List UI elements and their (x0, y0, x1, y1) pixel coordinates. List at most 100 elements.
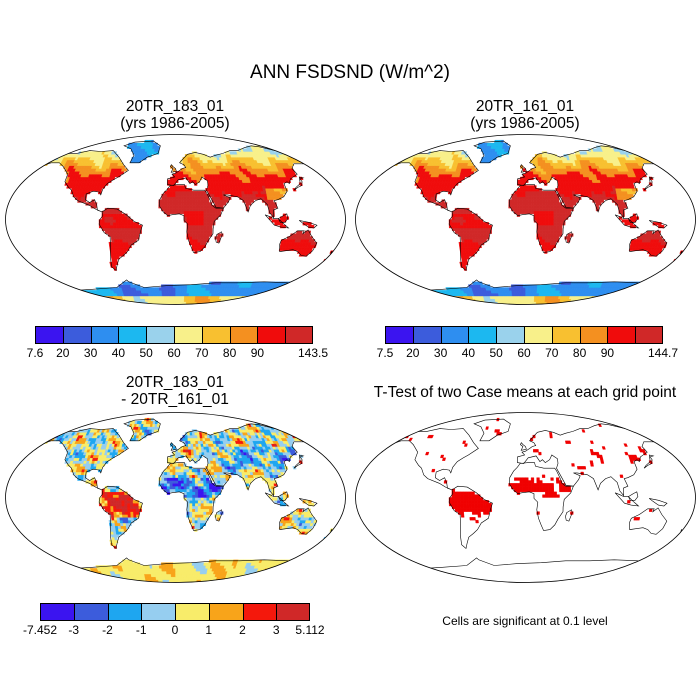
grid-cell (521, 301, 524, 305)
grid-cell (485, 233, 490, 237)
grid-cell (520, 292, 524, 297)
grid-cell (550, 239, 554, 243)
grid-cell (177, 301, 180, 305)
grid-cell (569, 190, 573, 195)
grid-cell (178, 202, 182, 206)
grid-cell (288, 295, 294, 300)
grid-cell (635, 284, 641, 288)
grid-cell (170, 298, 174, 302)
grid-cell (656, 233, 661, 237)
grid-cell (556, 233, 560, 237)
grid-cell (542, 230, 546, 234)
grid-cell (211, 207, 216, 212)
grid-cell (516, 199, 521, 203)
grid-cell (444, 298, 449, 302)
grid-cell (225, 196, 229, 200)
grid-cell (625, 292, 631, 297)
grid-cell (462, 264, 467, 268)
grid-cell (547, 199, 551, 203)
grid-cell (616, 295, 622, 300)
grid-cell (169, 202, 173, 206)
grid-cell (535, 173, 539, 178)
grid-cell (413, 298, 419, 302)
grid-cell (584, 301, 588, 305)
grid-cell (271, 298, 277, 302)
grid-cell (197, 199, 201, 203)
grid-cell (48, 292, 54, 297)
grid-cell (279, 292, 285, 297)
grid-cell (547, 196, 551, 200)
grid-cell (535, 159, 539, 164)
grid-cell (48, 298, 54, 302)
grid-cell (54, 292, 61, 297)
grid-cell (417, 301, 423, 305)
grid-cell (214, 213, 219, 217)
grid-cell (293, 298, 299, 302)
grid-cell (294, 154, 300, 158)
grid-cell (471, 219, 475, 223)
grid-cell (604, 298, 609, 302)
grid-cell (195, 207, 199, 212)
grid-cell (648, 156, 654, 161)
grid-cell (304, 295, 310, 300)
grid-cell (539, 222, 543, 226)
grid-cell (542, 224, 546, 229)
grid-cell (48, 151, 54, 155)
grid-cell (43, 290, 49, 294)
grid-cell (478, 301, 482, 305)
grid-cell (104, 210, 108, 215)
grid-cell (214, 207, 219, 212)
grid-cell (51, 151, 57, 155)
grid-cell (191, 239, 196, 243)
grid-cell (288, 290, 294, 294)
grid-cell (548, 173, 553, 178)
grid-cell (115, 301, 120, 305)
grid-cell (206, 205, 210, 209)
grid-cell (520, 284, 524, 288)
grid-cell (433, 298, 438, 302)
grid-cell (550, 213, 555, 217)
grid-cell (533, 193, 537, 198)
grid-cell (269, 301, 275, 305)
grid-cell (308, 151, 315, 155)
grid-cell (275, 298, 281, 302)
grid-cell (545, 219, 549, 223)
grid-cell (91, 301, 97, 305)
grid-cell (545, 213, 549, 217)
grid-cell (113, 236, 118, 240)
grid-cell (465, 210, 470, 215)
grid-cell (553, 216, 557, 220)
grid-cell (115, 219, 120, 223)
grid-cell (288, 287, 294, 291)
grid-cell (515, 284, 519, 288)
grid-cell (76, 298, 82, 302)
grid-cell (536, 202, 540, 206)
grid-cell (544, 199, 549, 203)
grid-cell (409, 295, 415, 300)
grid-cell (588, 301, 593, 305)
grid-cell (541, 190, 546, 195)
grid-cell (315, 154, 322, 158)
grid-cell (290, 287, 296, 291)
grid-cell (658, 290, 665, 294)
grid-cell (468, 222, 472, 226)
grid-cell (632, 298, 638, 302)
grid-cell (562, 213, 566, 217)
grid-cell (446, 298, 451, 302)
grid-cell (553, 219, 557, 223)
grid-cell (402, 301, 409, 305)
grid-cell (473, 168, 478, 172)
grid-cell (423, 290, 429, 294)
grid-cell (424, 301, 430, 305)
grid-cell (386, 287, 393, 291)
grid-cell (284, 301, 290, 305)
grid-cell (70, 295, 76, 300)
grid-cell (202, 190, 207, 195)
grid-cell (169, 193, 173, 198)
grid-cell (135, 233, 140, 237)
grid-cell (460, 224, 464, 229)
grid-cell (485, 230, 490, 234)
grid-cell (454, 213, 458, 217)
grid-cell (237, 298, 242, 302)
grid-cell (472, 241, 477, 246)
